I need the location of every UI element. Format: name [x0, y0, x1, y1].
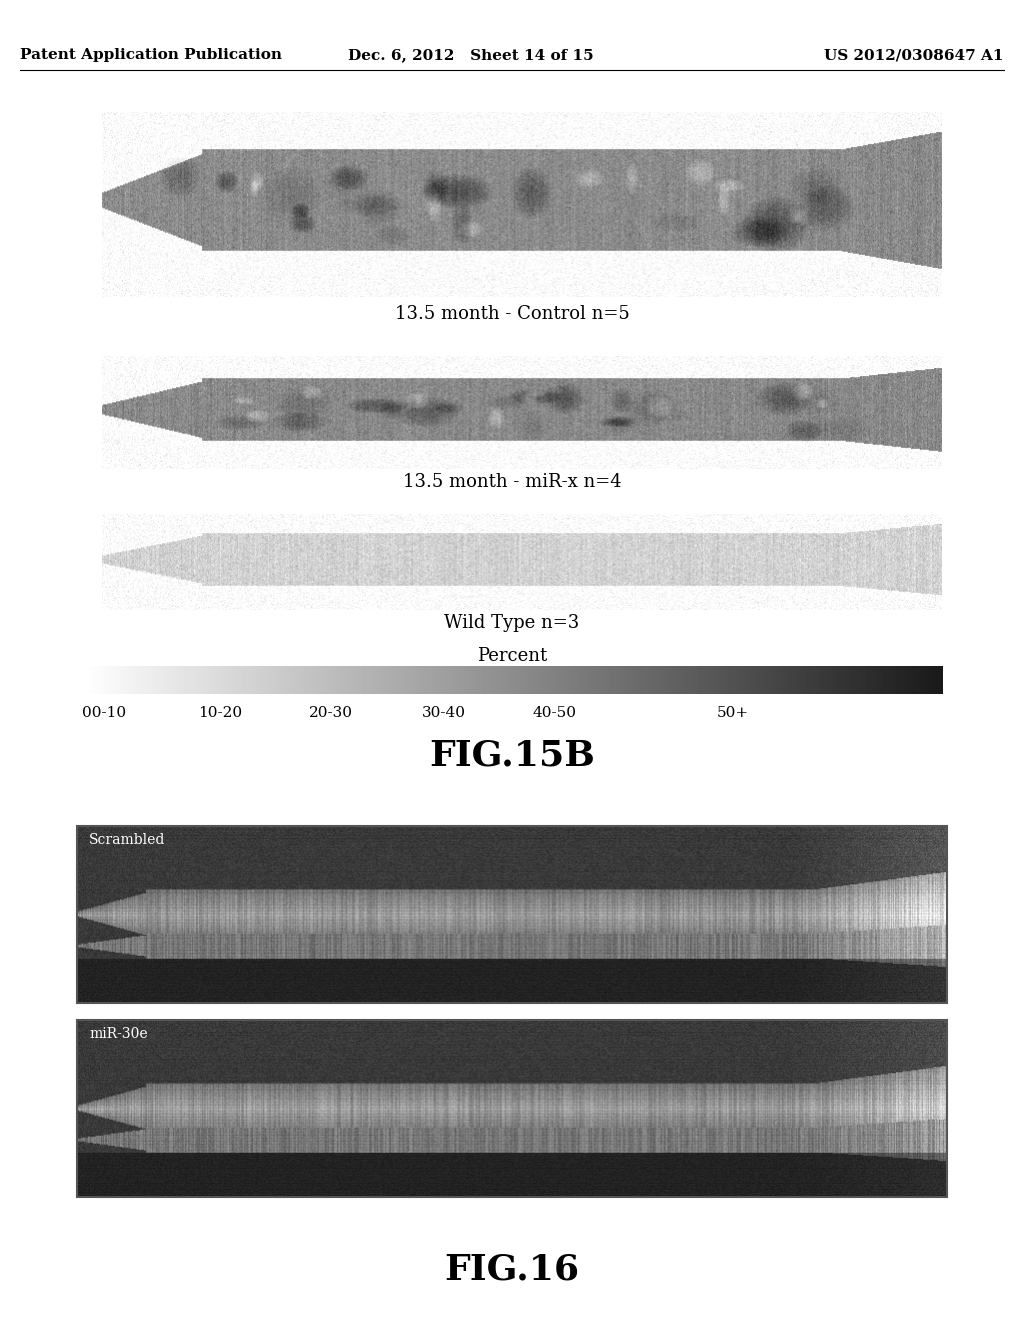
Text: 20-30: 20-30 — [309, 706, 353, 721]
Text: 13.5 month - Control n=5: 13.5 month - Control n=5 — [394, 305, 630, 323]
Text: 40-50: 40-50 — [532, 706, 577, 721]
Text: Patent Application Publication: Patent Application Publication — [20, 49, 283, 62]
Text: Dec. 6, 2012   Sheet 14 of 15: Dec. 6, 2012 Sheet 14 of 15 — [348, 49, 594, 62]
Text: FIG.15B: FIG.15B — [429, 738, 595, 772]
Bar — [77, 826, 947, 1003]
Text: Scrambled: Scrambled — [89, 833, 166, 847]
Text: miR-30e: miR-30e — [89, 1027, 147, 1041]
Text: Percent: Percent — [477, 647, 547, 665]
Text: 00-10: 00-10 — [82, 706, 126, 721]
Text: 50+: 50+ — [717, 706, 749, 721]
Text: 30-40: 30-40 — [422, 706, 466, 721]
Bar — [77, 1020, 947, 1197]
Text: 13.5 month - miR-x n=4: 13.5 month - miR-x n=4 — [402, 473, 622, 491]
Text: 10-20: 10-20 — [198, 706, 242, 721]
Text: FIG.16: FIG.16 — [444, 1253, 580, 1287]
Text: US 2012/0308647 A1: US 2012/0308647 A1 — [824, 49, 1004, 62]
Text: Wild Type n=3: Wild Type n=3 — [444, 614, 580, 632]
